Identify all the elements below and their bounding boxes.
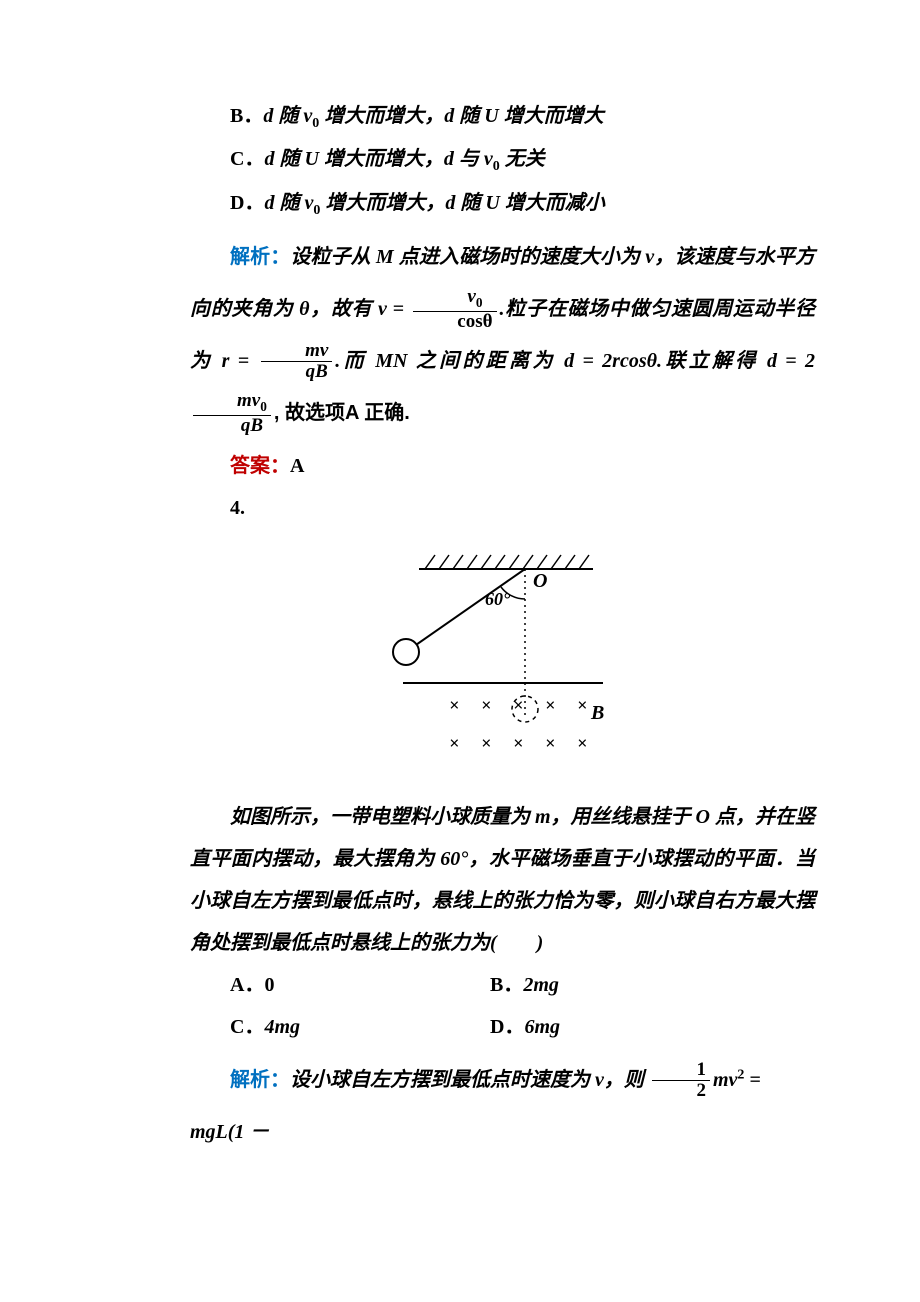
svg-text:O: O: [533, 570, 547, 592]
svg-text:×: ×: [577, 733, 587, 753]
option-b-prefix: ．: [243, 105, 263, 127]
frac-3-den: qB: [193, 415, 271, 437]
option-d: D．d 随 v0 增大而增大，d 随 U 增大而减小: [190, 182, 815, 225]
q4-analysis-label: 解析：: [230, 1069, 290, 1091]
option-c-label: C: [230, 148, 244, 170]
q4-opt-a-label: A: [230, 974, 244, 996]
svg-text:×: ×: [481, 733, 491, 753]
frac-half: 1 2: [652, 1060, 710, 1103]
answer-3-value: A: [290, 455, 304, 477]
answer-3: 答案：A: [190, 445, 815, 487]
svg-text:×: ×: [513, 695, 523, 715]
option-d-text-b: 增大而增大，d 随 U 增大而减小: [320, 192, 604, 214]
q4-stem: 如图所示，一带电塑料小球质量为 m，用丝线悬挂于 O 点，并在竖直平面内摆动，最…: [190, 796, 815, 964]
frac-2: mv qB: [261, 341, 332, 384]
q4-options-row-2: C．4mg D．6mg: [190, 1006, 815, 1048]
q4-option-b: B．2mg: [490, 964, 815, 1006]
option-c-prefix: ．: [244, 148, 264, 170]
svg-text:×: ×: [513, 733, 523, 753]
frac-1-num-a: v: [467, 286, 475, 307]
q4-options-row-1: A．0 B．2mg: [190, 964, 815, 1006]
frac-2-num: mv: [261, 341, 332, 362]
frac-1: v0 cosθ: [413, 287, 496, 332]
option-b: B．d 随 v0 增大而增大，d 随 U 增大而增大: [190, 95, 815, 138]
option-c-text-b: 无关: [500, 148, 545, 170]
svg-text:×: ×: [577, 695, 587, 715]
svg-text:×: ×: [545, 733, 555, 753]
q4-opt-a-prefix: ．: [244, 974, 264, 996]
q4-opt-d-label: D: [490, 1016, 504, 1038]
frac-2-den: qB: [261, 361, 332, 383]
frac-1-den: cosθ: [413, 311, 496, 333]
option-d-text-a: d 随 v: [264, 192, 313, 214]
q4-analysis: 解析：设小球自左方摆到最低点时速度为 v，则 1 2 mv2 = mgL(1 －: [190, 1054, 815, 1158]
svg-text:60°: 60°: [485, 589, 511, 609]
q4-analysis-t2: mv: [713, 1069, 737, 1091]
option-d-label: D: [230, 192, 244, 214]
q4-opt-d-prefix: ．: [504, 1016, 524, 1038]
frac-3-num-sub: 0: [260, 399, 267, 414]
q4-option-d: D．6mg: [490, 1006, 815, 1048]
analysis-3: 解析：设粒子从 M 点进入磁场时的速度大小为 v，该速度与水平方向的夹角为 θ，…: [190, 231, 815, 439]
svg-text:×: ×: [449, 695, 459, 715]
q4-opt-b-text: 2mg: [523, 974, 559, 996]
option-b-label: B: [230, 105, 243, 127]
q4-opt-a-text: 0: [264, 974, 274, 996]
analysis-3-t4: , 故选项A 正确.: [274, 402, 410, 424]
q4-stem-text: 如图所示，一带电塑料小球质量为 m，用丝线悬挂于 O 点，并在竖直平面内摆动，最…: [190, 806, 815, 954]
q4-number-text: 4.: [230, 497, 245, 519]
frac-1-num-sub: 0: [476, 295, 483, 310]
option-c: C．d 随 U 增大而增大，d 与 v0 无关: [190, 138, 815, 181]
option-c-text-a: d 随 U 增大而增大，d 与 v: [264, 148, 492, 170]
answer-label: 答案：: [230, 455, 290, 477]
q4-opt-c-prefix: ．: [244, 1016, 264, 1038]
svg-text:×: ×: [481, 695, 491, 715]
q4-opt-d-text: 6mg: [524, 1016, 560, 1038]
svg-text:×: ×: [545, 695, 555, 715]
frac-3: mv0 qB: [193, 391, 271, 436]
q4-opt-b-label: B: [490, 974, 503, 996]
q4-opt-c-text: 4mg: [264, 1016, 300, 1038]
analysis-3-t3: .而 MN 之间的距离为 d = 2rcosθ.联立解得 d = 2: [335, 350, 815, 372]
option-b-text-b: 增大而增大，d 随 U 增大而增大: [319, 105, 603, 127]
frac-half-den: 2: [652, 1080, 710, 1102]
svg-text:×: ×: [449, 733, 459, 753]
q4-option-c: C．4mg: [190, 1006, 490, 1048]
q4-opt-c-label: C: [230, 1016, 244, 1038]
q4-analysis-t1: 设小球自左方摆到最低点时速度为 v，则: [290, 1069, 644, 1091]
q4-figure: O 60° B × × × × × × × × × ×: [190, 547, 815, 782]
q4-option-a: A．0: [190, 964, 490, 1006]
analysis-label: 解析：: [230, 246, 290, 268]
option-d-prefix: ．: [244, 192, 264, 214]
pendulum-diagram: O 60° B × × × × × × × × × ×: [373, 547, 633, 767]
q4-number: 4.: [190, 487, 815, 529]
q4-opt-b-prefix: ．: [503, 974, 523, 996]
frac-3-num-a: mv: [237, 390, 260, 411]
option-c-sub: 0: [493, 159, 500, 174]
frac-half-num: 1: [652, 1060, 710, 1081]
svg-text:B: B: [590, 702, 604, 724]
option-b-text-a: d 随 v: [263, 105, 312, 127]
